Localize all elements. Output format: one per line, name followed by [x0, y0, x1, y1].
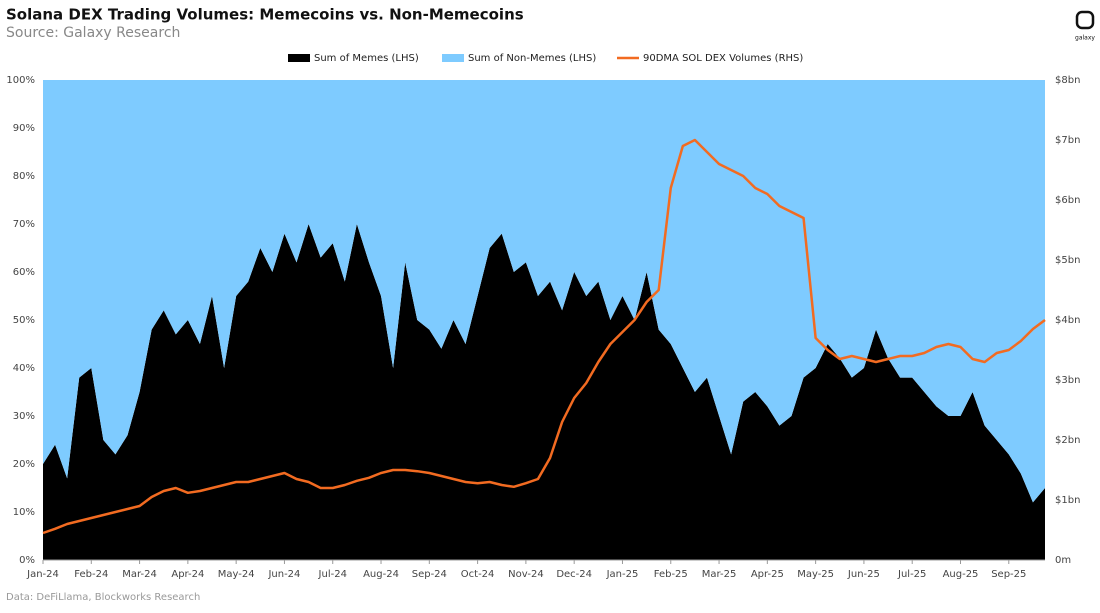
- y-tick-label: 30%: [13, 411, 35, 422]
- logo-icon: [1075, 10, 1095, 30]
- y2-tick-label: $8bn: [1055, 75, 1080, 86]
- area: [43, 224, 1045, 560]
- y-tick-label: 40%: [13, 363, 35, 374]
- x-tick-label: Jul-25: [897, 569, 926, 580]
- x-tick-label: Sep-24: [412, 569, 447, 580]
- x-tick-label: Jun-24: [267, 569, 300, 580]
- x-tick-label: Jul-24: [318, 569, 347, 580]
- logo: galaxy: [1075, 10, 1095, 42]
- y-tick-label: 10%: [13, 507, 35, 518]
- y2-tick-label: $5bn: [1055, 255, 1080, 266]
- footnote: Data: DeFiLlama, Blockworks Research: [6, 592, 200, 603]
- x-tick-label: Nov-24: [508, 569, 544, 580]
- x-tick-label: Mar-25: [702, 569, 737, 580]
- logo-text: galaxy: [1075, 35, 1095, 42]
- x-tick-label: Feb-25: [654, 569, 688, 580]
- y-tick-label: 70%: [13, 219, 35, 230]
- x-tick-label: Jan-25: [606, 569, 639, 580]
- y-tick-label: 90%: [13, 123, 35, 134]
- plot-area: [42, 80, 1046, 560]
- legend-label: Sum of Memes (LHS): [314, 53, 419, 64]
- y-tick-label: 20%: [13, 459, 35, 470]
- y-tick-label: 0%: [19, 555, 35, 566]
- area: [43, 80, 1045, 503]
- x-tick-label: Dec-24: [556, 569, 592, 580]
- x-tick-label: Jan-24: [26, 569, 59, 580]
- y2-tick-label: $6bn: [1055, 195, 1080, 206]
- x-tick-label: Jun-25: [847, 569, 880, 580]
- x-tick-label: Sep-25: [991, 569, 1026, 580]
- y-tick-label: 60%: [13, 267, 35, 278]
- legend-label: 90DMA SOL DEX Volumes (RHS): [643, 53, 803, 64]
- x-tick-label: Mar-24: [122, 569, 157, 580]
- x-tick-label: Apr-24: [171, 569, 204, 580]
- legend-swatch: [288, 54, 310, 62]
- x-tick-label: Aug-24: [363, 569, 399, 580]
- y-tick-label: 50%: [13, 315, 35, 326]
- x-tick-label: Apr-25: [751, 569, 784, 580]
- y2-tick-label: $4bn: [1055, 315, 1080, 326]
- y-tick-label: 100%: [6, 75, 35, 86]
- y-tick-label: 80%: [13, 171, 35, 182]
- legend-swatch: [442, 54, 464, 62]
- line: [42, 138, 1046, 535]
- legend-label: Sum of Non-Memes (LHS): [468, 53, 596, 64]
- y2-tick-label: $7bn: [1055, 135, 1080, 146]
- x-tick-label: Oct-24: [461, 569, 495, 580]
- chart-subtitle: Source: Galaxy Research: [6, 25, 180, 41]
- chart-title: Solana DEX Trading Volumes: Memecoins vs…: [6, 6, 524, 24]
- y2-tick-label: 0m: [1055, 555, 1071, 566]
- x-tick-label: Feb-24: [74, 569, 108, 580]
- x-tick-label: May-25: [797, 569, 834, 580]
- legend: Sum of Memes (LHS) Sum of Non-Memes (LHS)…: [288, 53, 803, 64]
- x-tick-label: May-24: [218, 569, 255, 580]
- y2-tick-label: $2bn: [1055, 435, 1080, 446]
- x-tick-label: Aug-25: [943, 569, 979, 580]
- y2-tick-label: $1bn: [1055, 495, 1080, 506]
- y2-tick-label: $3bn: [1055, 375, 1080, 386]
